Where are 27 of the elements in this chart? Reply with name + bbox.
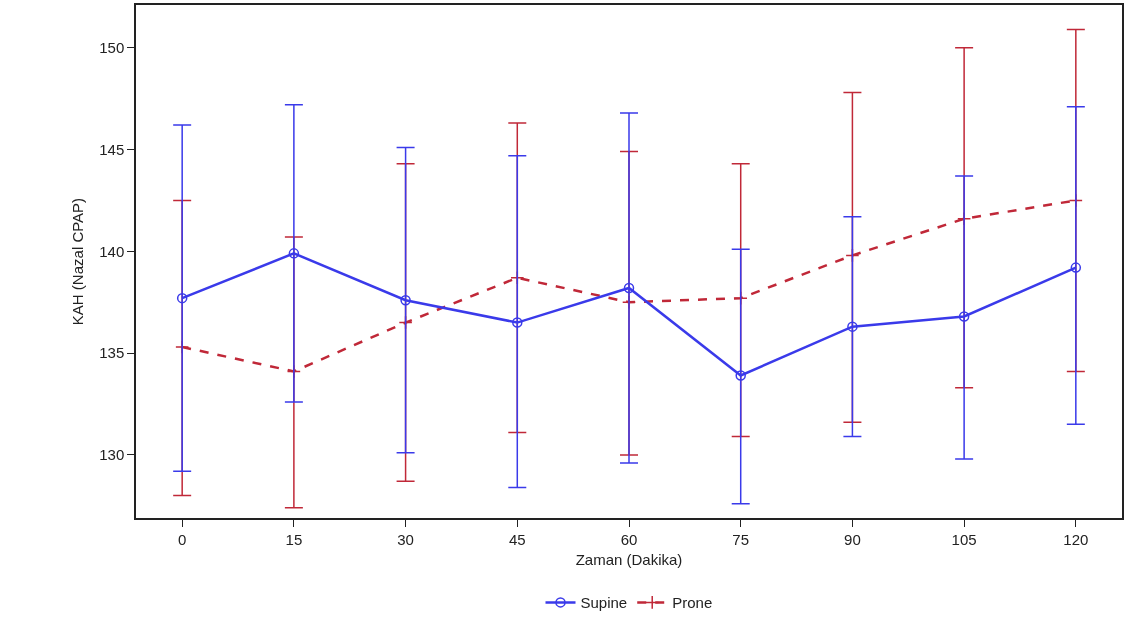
point: [176, 292, 188, 304]
legend-label: Supine: [580, 594, 628, 612]
x-tick-label: 105: [951, 530, 977, 548]
x-tick-label: 90: [844, 530, 861, 548]
x-tick-label: 30: [397, 530, 414, 548]
x-tick-label: 0: [178, 530, 187, 548]
point: [623, 282, 635, 294]
y-tick-label: 140: [99, 242, 125, 260]
x-tick-label: 120: [1063, 530, 1089, 548]
y-tick-label: 145: [99, 140, 125, 158]
y-tick-label: 135: [99, 344, 125, 362]
y-tick-label: 130: [99, 446, 125, 464]
x-axis-title: Zaman (Dakika): [575, 551, 683, 569]
x-tick-label: 45: [508, 530, 526, 548]
x-tick-label: 15: [285, 530, 303, 548]
point: [288, 248, 300, 259]
point: [400, 294, 411, 306]
y-axis-title: KAH (Nazal CPAP): [68, 197, 86, 326]
point: [847, 321, 858, 332]
y-tick-label: 150: [99, 39, 125, 56]
point: [735, 370, 746, 381]
point: [1070, 262, 1082, 273]
x-tick-label: 75: [732, 530, 750, 548]
x-tick-label: 60: [620, 530, 638, 548]
legend-label: Prone: [672, 594, 713, 612]
point: [512, 317, 523, 328]
point: [958, 311, 970, 322]
